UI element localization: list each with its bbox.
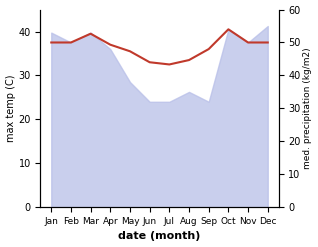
Y-axis label: med. precipitation (kg/m2): med. precipitation (kg/m2) (303, 48, 313, 169)
X-axis label: date (month): date (month) (118, 231, 201, 242)
Y-axis label: max temp (C): max temp (C) (5, 75, 16, 142)
